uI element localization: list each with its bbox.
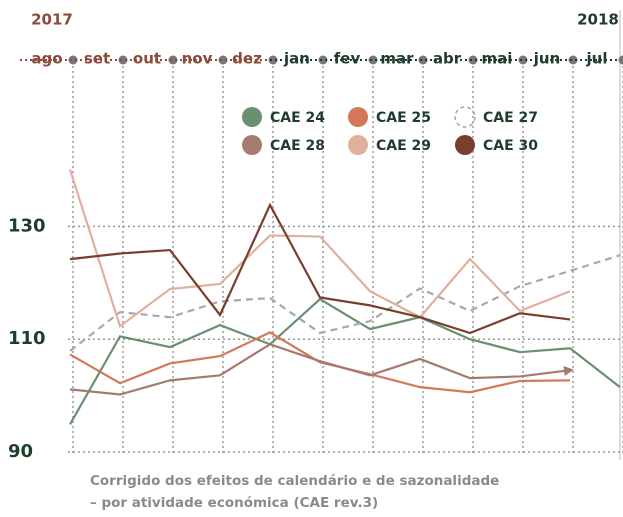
legend-swatch — [455, 135, 475, 155]
year-label: 2017 — [31, 11, 73, 29]
legend-swatch — [242, 107, 262, 127]
month-label: jun — [533, 50, 561, 68]
legend-swatch — [348, 107, 368, 127]
month-label: fev — [334, 50, 361, 68]
legend-swatch — [455, 107, 475, 127]
month-label: nov — [182, 50, 213, 68]
month-label: jan — [283, 50, 310, 68]
timeline-dot — [619, 56, 623, 65]
month-label: abr — [433, 50, 462, 68]
month-label: mai — [482, 50, 513, 68]
month-label: ago — [31, 50, 62, 68]
month-label: out — [133, 50, 161, 68]
month-label: dez — [232, 50, 262, 68]
legend-label: CAE 27 — [483, 110, 538, 126]
legend-label: CAE 30 — [483, 138, 538, 154]
legend-label: CAE 25 — [376, 110, 431, 126]
legend-label: CAE 29 — [376, 138, 431, 154]
series-line — [70, 299, 620, 424]
series-line — [70, 169, 570, 326]
legend-swatch — [348, 135, 368, 155]
caption: – por atividade económica (CAE rev.3) — [90, 495, 378, 511]
month-label: mar — [380, 50, 414, 68]
y-tick-label: 110 — [8, 328, 46, 349]
y-tick-label: 130 — [8, 215, 46, 236]
y-tick-label: 90 — [8, 441, 33, 462]
month-label: set — [84, 50, 110, 68]
legend-label: CAE 28 — [270, 138, 325, 154]
caption: Corrigido dos efeitos de calendário e de… — [90, 473, 499, 489]
legend-swatch — [242, 135, 262, 155]
year-label: 2018 — [577, 11, 619, 29]
month-label: jul — [586, 50, 608, 68]
legend-label: CAE 24 — [270, 110, 325, 126]
